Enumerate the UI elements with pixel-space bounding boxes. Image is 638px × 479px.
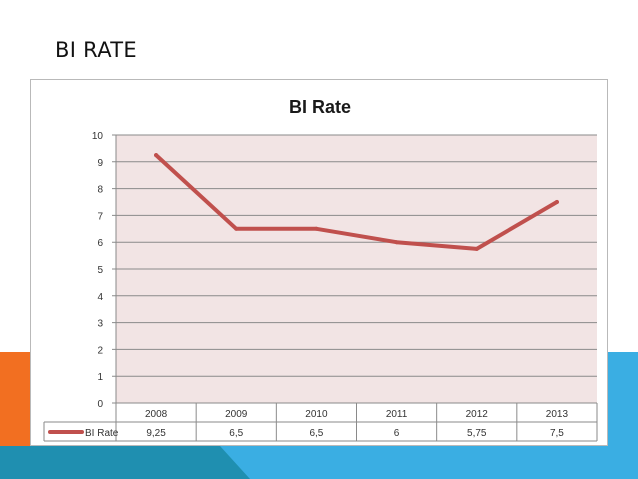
data-point bbox=[394, 240, 399, 245]
x-tick-label: 2011 bbox=[386, 409, 408, 420]
data-label: 5,75 bbox=[467, 428, 487, 439]
line-chart: BI Rate 0 1 2 3 4 5 6 7 8 9 10 2008 2009 2010 2011 2012 2… bbox=[43, 97, 598, 442]
y-tick-label: 0 bbox=[97, 399, 103, 410]
y-tick-label: 9 bbox=[97, 158, 103, 169]
x-tick-label: 2008 bbox=[145, 409, 168, 420]
y-tick-label: 3 bbox=[97, 319, 103, 330]
data-point bbox=[234, 226, 239, 231]
y-tick-label: 7 bbox=[97, 211, 103, 222]
data-label: 9,25 bbox=[146, 428, 166, 439]
y-tick-label: 4 bbox=[97, 292, 103, 303]
x-tick-label: 2009 bbox=[225, 409, 248, 420]
y-tick-label: 6 bbox=[97, 238, 103, 249]
data-label: 6,5 bbox=[309, 428, 323, 439]
x-tick-label: 2013 bbox=[546, 409, 569, 420]
series-line bbox=[154, 153, 559, 251]
data-point bbox=[474, 246, 479, 251]
y-tick-label: 5 bbox=[97, 265, 103, 276]
data-label: 6 bbox=[394, 428, 400, 439]
legend-label: BI Rate bbox=[85, 428, 119, 439]
y-tick-label: 2 bbox=[97, 345, 103, 356]
data-point bbox=[154, 153, 159, 158]
slide-title: BI RATE bbox=[55, 38, 137, 62]
x-tick-label: 2012 bbox=[466, 409, 489, 420]
decorative-teal-band bbox=[0, 446, 250, 479]
y-tick-label: 1 bbox=[97, 372, 103, 383]
data-point bbox=[554, 200, 559, 204]
data-label: 7,5 bbox=[550, 428, 564, 439]
chart-title: BI Rate bbox=[289, 97, 351, 117]
data-point bbox=[314, 226, 319, 231]
data-label: 6,5 bbox=[229, 428, 243, 439]
x-tick-label: 2010 bbox=[305, 409, 328, 420]
y-tick-label: 8 bbox=[97, 185, 103, 196]
chart-frame: BI Rate 0 1 2 3 4 5 6 7 8 9 10 2008 2009 2010 2011 2012 2… bbox=[30, 79, 608, 446]
y-tick-label: 10 bbox=[92, 131, 104, 142]
